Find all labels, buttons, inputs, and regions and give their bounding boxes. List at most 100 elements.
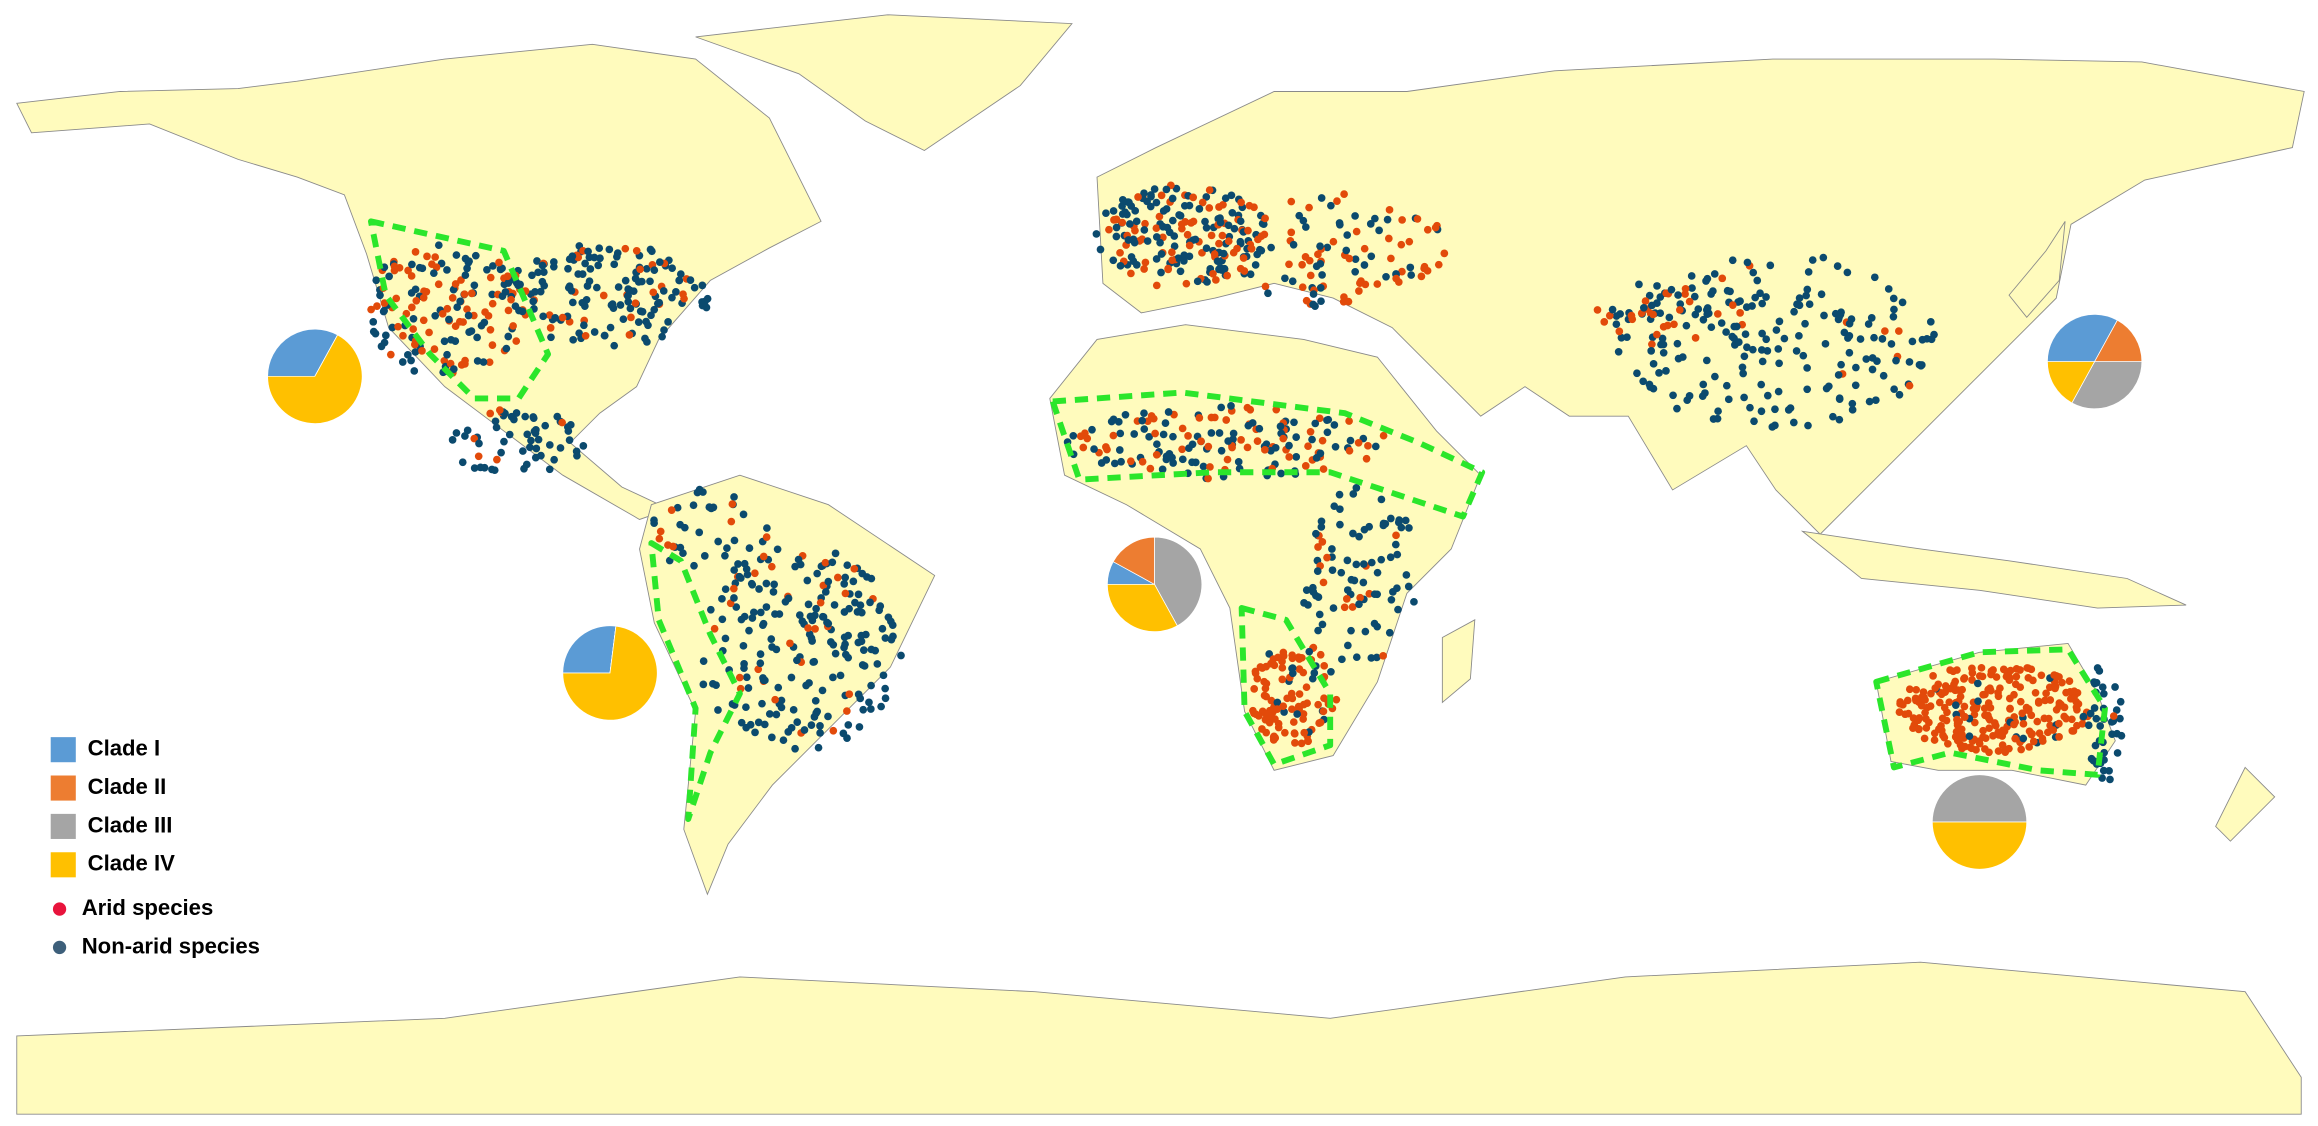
occurrence-dot <box>1239 254 1248 262</box>
occurrence-dot <box>1985 724 1993 733</box>
occurrence-dot <box>1699 315 1708 324</box>
occurrence-dot <box>2019 734 2028 743</box>
occurrence-dot <box>475 439 483 448</box>
occurrence-dot <box>540 281 549 290</box>
occurrence-dot <box>2092 714 2101 723</box>
occurrence-dot <box>1247 244 1256 253</box>
occurrence-dot <box>1317 194 1326 202</box>
occurrence-dot <box>1389 588 1397 596</box>
occurrence-dot <box>1156 238 1164 247</box>
occurrence-dot <box>1920 734 1929 743</box>
occurrence-dot <box>1161 419 1170 427</box>
occurrence-dot <box>471 251 480 260</box>
occurrence-dot <box>1185 252 1194 261</box>
occurrence-dot <box>1159 430 1168 439</box>
occurrence-dot <box>1371 214 1379 223</box>
occurrence-dot <box>1157 250 1166 258</box>
occurrence-dot <box>1614 347 1623 356</box>
occurrence-dot <box>1434 260 1443 269</box>
occurrence-dot <box>779 736 788 745</box>
occurrence-dot <box>866 598 874 607</box>
occurrence-dot <box>1125 198 1133 207</box>
occurrence-dot <box>897 651 905 660</box>
occurrence-dot <box>470 464 479 472</box>
occurrence-dot <box>1329 604 1338 612</box>
occurrence-dot <box>1926 317 1935 326</box>
occurrence-dot <box>1405 524 1413 532</box>
occurrence-dot <box>1795 301 1804 310</box>
occurrence-dot <box>833 573 842 582</box>
occurrence-dot <box>1287 197 1296 206</box>
occurrence-dot <box>1287 228 1296 237</box>
occurrence-dot <box>585 253 594 262</box>
occurrence-dot <box>1243 403 1252 412</box>
occurrence-dot <box>1355 532 1363 541</box>
occurrence-dot <box>703 294 712 303</box>
occurrence-dot <box>1927 689 1935 698</box>
occurrence-dot <box>1131 226 1139 235</box>
occurrence-dot <box>1165 228 1174 237</box>
occurrence-dot <box>2086 709 2095 718</box>
occurrence-dot <box>1772 326 1781 334</box>
occurrence-dot <box>659 287 668 295</box>
occurrence-dot <box>463 426 472 435</box>
occurrence-dot <box>1375 226 1383 235</box>
occurrence-dot <box>1758 357 1767 366</box>
occurrence-dot <box>369 318 378 326</box>
occurrence-dot <box>1267 696 1276 705</box>
occurrence-dot <box>2018 709 2027 718</box>
occurrence-dot <box>811 625 819 633</box>
occurrence-dot <box>1336 520 1344 529</box>
occurrence-dot <box>1352 227 1361 236</box>
occurrence-dot <box>1391 540 1400 549</box>
occurrence-dot <box>796 560 805 569</box>
occurrence-dot <box>1386 553 1395 562</box>
occurrence-dot <box>793 718 802 726</box>
occurrence-dot <box>828 558 837 567</box>
occurrence-dot <box>1343 556 1352 565</box>
occurrence-dot <box>1143 237 1152 245</box>
occurrence-dot <box>1114 418 1123 426</box>
occurrence-dot <box>650 266 659 275</box>
occurrence-dot <box>1774 387 1783 396</box>
occurrence-dot <box>534 435 543 444</box>
occurrence-dot <box>1189 217 1198 226</box>
occurrence-dot <box>1784 406 1793 414</box>
occurrence-dot <box>721 634 730 643</box>
occurrence-dot <box>574 270 583 278</box>
occurrence-dot <box>816 729 824 737</box>
occurrence-dot <box>496 265 505 274</box>
occurrence-dot <box>1407 271 1416 279</box>
occurrence-dot <box>2025 743 2033 751</box>
occurrence-dot <box>1207 429 1216 437</box>
occurrence-dot <box>492 423 501 432</box>
occurrence-dot <box>1227 402 1235 410</box>
occurrence-dot <box>771 695 779 704</box>
occurrence-dot <box>1935 698 1944 707</box>
occurrence-dot <box>1820 311 1828 320</box>
occurrence-dot <box>1914 724 1923 733</box>
occurrence-dot <box>373 302 381 310</box>
occurrence-dot <box>1740 352 1749 361</box>
pie-slice <box>1931 821 2028 870</box>
occurrence-dot <box>467 289 476 298</box>
occurrence-dot <box>1397 240 1406 249</box>
occurrence-dot <box>854 590 863 599</box>
occurrence-dot <box>2042 689 2050 698</box>
occurrence-dot <box>411 248 420 256</box>
occurrence-dot <box>493 455 501 464</box>
occurrence-dot <box>775 610 784 618</box>
occurrence-dot <box>1299 700 1308 709</box>
occurrence-dot <box>1185 241 1194 250</box>
occurrence-dot <box>1398 216 1406 224</box>
occurrence-dot <box>2044 714 2053 723</box>
occurrence-dot <box>734 560 742 568</box>
occurrence-dot <box>1996 684 2004 693</box>
occurrence-dot <box>1364 441 1372 450</box>
occurrence-dot <box>1164 408 1173 416</box>
occurrence-dot <box>510 415 518 424</box>
occurrence-dot <box>614 283 623 291</box>
occurrence-dot <box>2093 664 2102 672</box>
occurrence-dot <box>857 631 866 640</box>
occurrence-dot <box>1255 424 1264 433</box>
